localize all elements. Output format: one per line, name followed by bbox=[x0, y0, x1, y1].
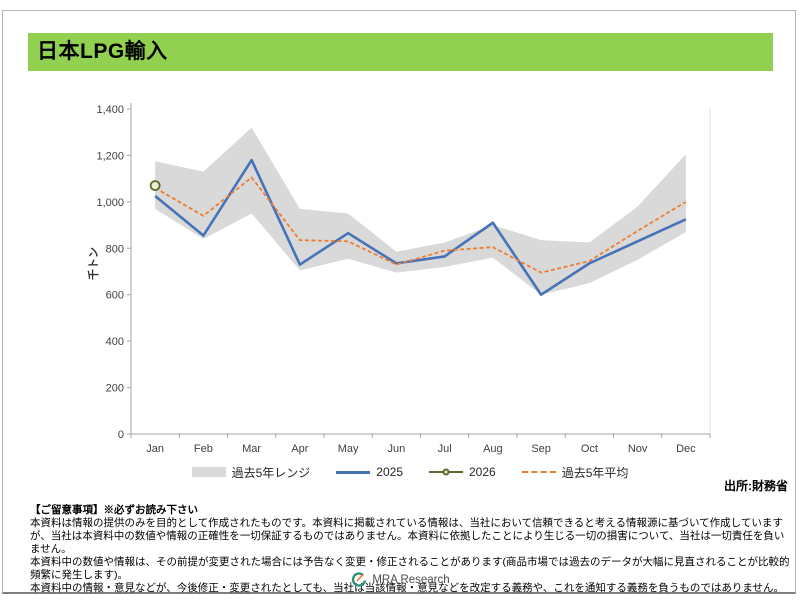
point-2026 bbox=[149, 180, 161, 192]
disclaimer-block: 【ご留意事項】※必ずお読み下さい 本資料は情報の提供のみを目的として作成されたも… bbox=[30, 504, 794, 595]
line-2025 bbox=[154, 158, 687, 297]
marker-2026-icon bbox=[442, 468, 450, 476]
y-tick-label: 600 bbox=[106, 290, 124, 302]
x-tick-label: Oct bbox=[581, 443, 598, 455]
legend-item-range: 過去5年レンジ bbox=[191, 464, 311, 481]
y-axis-title: 千トン bbox=[86, 247, 100, 280]
line-2026-swatch bbox=[429, 468, 463, 476]
slide-border bbox=[2, 10, 796, 594]
legend-label-2025: 2025 bbox=[376, 465, 403, 479]
x-tick-label: Aug bbox=[483, 443, 503, 455]
x-tick-label: Dec bbox=[676, 443, 696, 455]
avg-line-swatch bbox=[521, 471, 556, 473]
disclaimer-paragraph: 本資料中の数値や情報は、その前提が変更された場合には予告なく変更・修正されること… bbox=[30, 556, 790, 581]
legend-label-avg: 過去5年平均 bbox=[561, 465, 629, 480]
x-tick-label: Nov bbox=[628, 443, 648, 455]
x-tick-label: Apr bbox=[291, 443, 308, 455]
legend-label-2026: 2026 bbox=[469, 465, 496, 479]
x-tick-label: Jun bbox=[388, 443, 406, 455]
chart-legend: 過去5年レンジ 2025 2026 過去5年平均 bbox=[120, 462, 700, 482]
legend-item-avg: 過去5年平均 bbox=[521, 464, 629, 481]
footer-logo: MRA Research bbox=[0, 571, 800, 588]
lpg-import-chart: 0 200 400 600 800 1,000 1,200 1,400 Jan Feb Mar Apr… bbox=[86, 103, 711, 455]
range-band-swatch bbox=[191, 467, 226, 477]
range-band bbox=[155, 127, 686, 295]
line-5yr-avg bbox=[154, 176, 687, 274]
x-tick-label: Jul bbox=[438, 443, 452, 455]
disclaimer-paragraph: 本資料は情報の提供のみを目的として作成されたものです。本資料に掲載されている情報… bbox=[30, 517, 785, 555]
footer-logo-text: MRA Research bbox=[372, 573, 450, 586]
disclaimer-heading: 【ご留意事項】※必ずお読み下さい bbox=[30, 504, 198, 516]
mra-logo-icon bbox=[352, 572, 367, 587]
y-tick-label: 800 bbox=[106, 243, 124, 255]
x-tick-label: Mar bbox=[242, 443, 261, 455]
legend-label-range: 過去5年レンジ bbox=[231, 465, 311, 480]
page-title: 日本LPG輸入 bbox=[37, 40, 168, 63]
y-tick-label: 1,200 bbox=[96, 150, 124, 162]
x-tick-label: Jan bbox=[146, 443, 164, 455]
legend-item-2026: 2026 bbox=[429, 465, 496, 479]
y-tick-label: 400 bbox=[106, 336, 124, 348]
y-tick-label: 200 bbox=[106, 383, 124, 395]
disclaimer-paragraph: 本資料中の情報・意見などが、今後修正・変更されたとしても、当社は当該情報・意見な… bbox=[30, 582, 785, 594]
title-banner: 日本LPG輸入 bbox=[28, 33, 773, 71]
y-tick-label: 1,000 bbox=[96, 197, 124, 209]
legend-item-2025: 2025 bbox=[336, 465, 403, 479]
y-tick-label: 1,400 bbox=[96, 104, 124, 116]
x-tick-label: May bbox=[338, 443, 359, 455]
x-tick-label: Feb bbox=[194, 443, 213, 455]
x-tick-label: Sep bbox=[531, 443, 551, 455]
line-2025-swatch bbox=[336, 470, 371, 474]
y-tick-label: 0 bbox=[118, 429, 124, 441]
data-source-note: 出所:財務省 bbox=[724, 479, 788, 493]
